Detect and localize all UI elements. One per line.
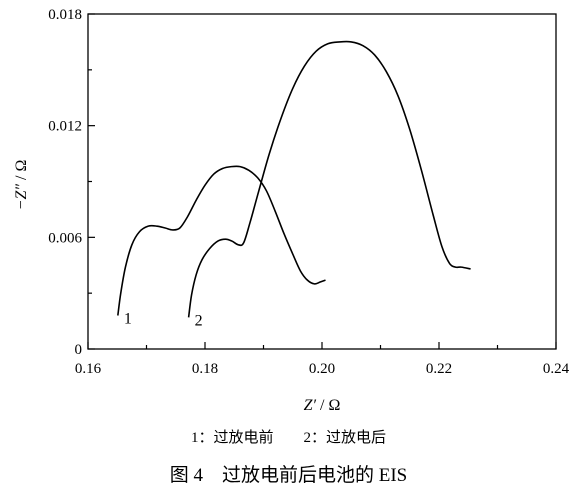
x-axis-title-unit: / Ω <box>316 397 340 414</box>
series-line-1 <box>117 165 326 316</box>
y-tick-label: 0.012 <box>48 119 82 135</box>
y-tick-label: 0.018 <box>48 7 82 23</box>
y-tick-label: 0 <box>75 342 83 358</box>
x-tick-label: 0.24 <box>543 361 570 377</box>
y-axis-title-unit: / Ω <box>13 160 30 184</box>
x-axis-title-main: Z′ <box>304 397 317 414</box>
plot-frame <box>87 13 557 350</box>
x-tick-label: 0.18 <box>192 361 218 377</box>
x-tick-label: 0.16 <box>75 361 102 377</box>
curve-label-2: 2 <box>195 312 203 329</box>
y-axis-title: −Z″ / Ω <box>13 160 30 211</box>
series-line-2 <box>187 40 471 318</box>
y-axis-ticks: 0 0.006 0.012 0.018 <box>48 7 95 358</box>
x-tick-label: 0.22 <box>426 361 452 377</box>
x-axis-ticks: 0.16 0.18 0.20 0.22 0.24 <box>75 342 570 377</box>
y-axis-title-main: −Z″ <box>13 184 30 211</box>
legend-text: 1：过放电前 2：过放电后 <box>190 430 386 446</box>
curve-label-1: 1 <box>124 311 132 328</box>
x-tick-label: 0.20 <box>309 361 335 377</box>
y-tick-label: 0.006 <box>48 230 82 246</box>
series-layer <box>117 40 471 318</box>
figure-caption: 图 4 过放电前后电池的 EIS <box>169 465 408 486</box>
x-axis-title: Z′ / Ω <box>304 397 341 414</box>
